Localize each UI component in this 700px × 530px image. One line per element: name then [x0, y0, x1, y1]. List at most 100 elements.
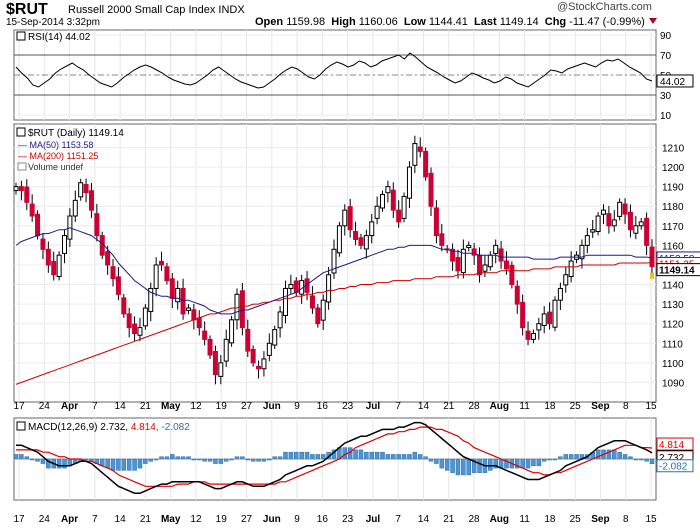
macd-histogram-bar	[428, 458, 434, 462]
volume-legend-swatch	[17, 162, 27, 171]
candle-body	[185, 307, 191, 311]
macd-histogram-bar	[477, 458, 482, 473]
candle-body	[617, 201, 623, 217]
macd-histogram-bar	[439, 458, 445, 469]
x-tick-label: 15	[645, 514, 657, 525]
candle-body	[380, 193, 386, 209]
candle-body	[590, 229, 596, 233]
candle-body	[342, 209, 348, 227]
high-value: 1160.06	[358, 16, 398, 28]
candle-body	[336, 225, 342, 254]
price-tick-label: 1160	[662, 241, 684, 252]
macd-histogram-bar	[35, 458, 40, 462]
macd-value-label: 2.732	[659, 453, 684, 464]
price-tick-label: 1190	[662, 183, 684, 194]
x-tick-label: 9	[294, 401, 300, 412]
macd-histogram-bar	[261, 458, 267, 462]
macd-histogram-bar	[552, 458, 558, 461]
price-tick-label: 1210	[662, 143, 685, 154]
macd-histogram-bar	[143, 458, 148, 464]
macd-value-box	[656, 459, 694, 473]
macd-histogram-bar	[105, 458, 110, 469]
macd-histogram-bar	[358, 449, 364, 460]
candle-body	[503, 260, 509, 270]
candle-body	[137, 327, 143, 336]
candle-body	[320, 299, 326, 321]
macd-histogram-bar	[29, 458, 35, 461]
candle-body	[514, 285, 520, 305]
candle-body	[132, 323, 138, 334]
price-panel-frame	[13, 123, 657, 403]
chg-value: -11.47 (-0.99%)	[569, 16, 645, 28]
x-tick-label: 18	[544, 514, 556, 525]
x-tick-label: 28	[468, 401, 480, 412]
x-tick-label: 27	[241, 514, 253, 525]
x-tick-label: 21	[140, 514, 152, 525]
candle-body	[288, 284, 294, 289]
rsi-tick-label: 10	[660, 111, 672, 122]
x-tick-label: 7	[395, 514, 401, 525]
candle-body	[536, 323, 542, 331]
candle-body	[110, 266, 116, 280]
candle-body	[56, 254, 62, 278]
candle-body	[644, 217, 650, 246]
candle-body	[51, 260, 57, 276]
candle-body	[18, 186, 24, 192]
macd-histogram-bar	[310, 454, 315, 460]
x-tick-label: 7	[92, 401, 98, 412]
macd-histogram-bar	[444, 458, 450, 471]
x-tick-label: May	[161, 514, 181, 525]
macd-histogram-bar	[396, 454, 401, 460]
macd-histogram-bar	[56, 458, 62, 469]
x-tick-label: 25	[570, 401, 582, 412]
quote-bar: Open 1159.98 High 1160.06 Low 1144.41 La…	[255, 16, 657, 28]
macd-histogram-bar	[245, 458, 251, 461]
macd-histogram-bar	[364, 451, 369, 460]
last-value: 1149.14	[499, 16, 539, 28]
candle-body	[525, 330, 531, 340]
x-tick-label: Jul	[366, 401, 381, 412]
candle-body	[600, 209, 606, 215]
candle-body	[245, 328, 251, 352]
x-tick-label: Sep	[591, 514, 609, 525]
macd-histogram-bar	[536, 458, 542, 467]
macd-histogram-bar	[46, 458, 51, 469]
x-tick-label: 21	[140, 401, 152, 412]
price-tick-label: 1100	[662, 359, 684, 370]
candle-body	[315, 307, 321, 325]
x-tick-label: 11	[519, 514, 530, 525]
x-tick-label: Aug	[490, 401, 509, 412]
macd-histogram-bar	[450, 458, 455, 473]
macd-histogram-bar	[170, 454, 175, 460]
x-tick-label: 7	[92, 514, 98, 525]
macd-histogram-bar	[531, 458, 536, 467]
macd-histogram-bar	[299, 451, 304, 460]
macd-histogram-bar	[126, 458, 132, 471]
candle-body	[568, 260, 574, 278]
x-tick-label: 27	[241, 401, 253, 412]
high-label: High	[331, 16, 356, 28]
rsi-value-label: 44.02	[660, 77, 685, 88]
macd-title-signal: 4.814,	[131, 422, 162, 433]
price-value-label: 1149.14	[659, 266, 695, 277]
macd-histogram-bar	[267, 458, 272, 461]
price-legend-swatch	[16, 127, 26, 137]
low-label: Low	[403, 16, 426, 28]
x-tick-label: 17	[13, 401, 25, 412]
x-tick-label: 18	[544, 401, 556, 412]
candle-body	[450, 248, 456, 262]
candle-body	[229, 319, 235, 344]
x-tick-label: 12	[190, 401, 202, 412]
candle-body	[261, 358, 267, 370]
macd-value-label: 4.814	[659, 440, 684, 451]
macd-histogram-bar	[493, 458, 498, 469]
low-value: 1144.41	[428, 16, 468, 28]
last-label: Last	[474, 16, 497, 28]
macd-histogram-bar	[277, 456, 283, 460]
macd-histogram-bar	[638, 458, 644, 461]
candle-body	[353, 230, 359, 241]
macd-legend-swatch	[16, 421, 26, 431]
candle-body	[88, 190, 94, 211]
macd-histogram-bar	[62, 458, 67, 469]
x-tick-label: 16	[317, 514, 329, 525]
